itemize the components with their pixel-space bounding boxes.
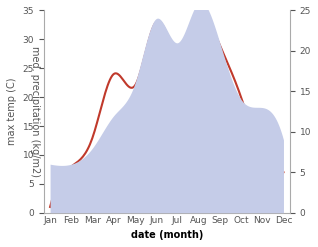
Y-axis label: max temp (C): max temp (C) [7, 78, 17, 145]
X-axis label: date (month): date (month) [131, 230, 203, 240]
Y-axis label: med. precipitation (kg/m2): med. precipitation (kg/m2) [30, 46, 40, 177]
